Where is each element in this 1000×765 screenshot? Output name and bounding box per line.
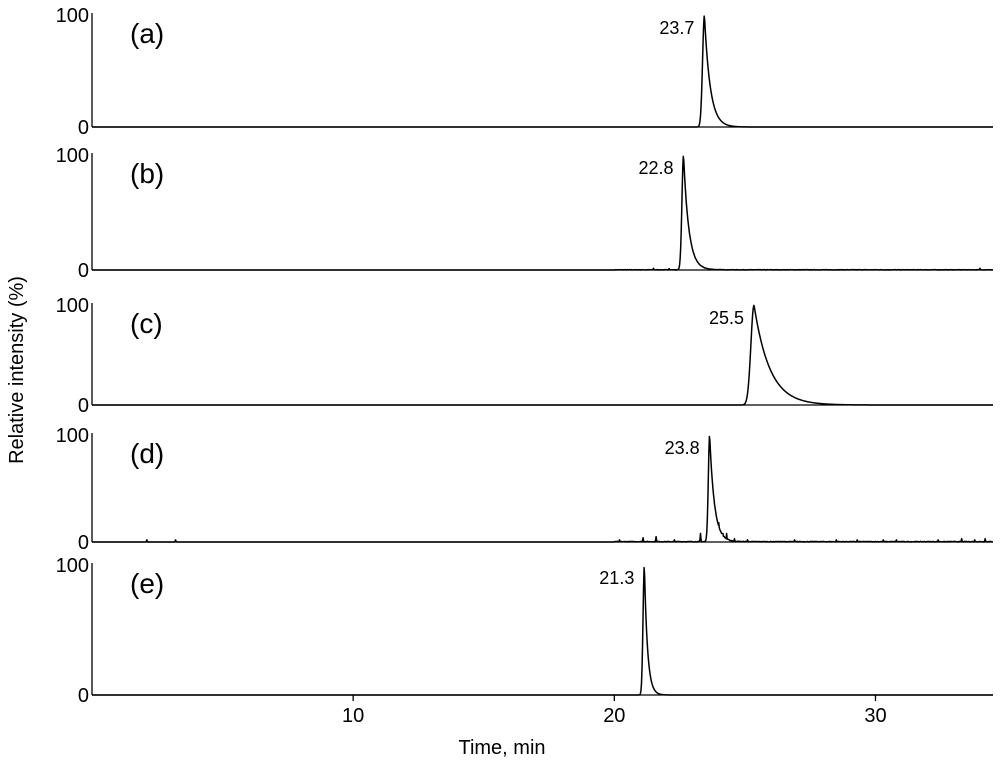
trace-line — [91, 566, 994, 696]
trace-line — [91, 435, 994, 543]
panel-label: (a) — [130, 18, 164, 49]
y-tick-label: 100 — [56, 425, 89, 447]
peak-label: 23.8 — [665, 438, 700, 458]
peak-label: 25.5 — [709, 308, 744, 328]
panel-b: 0 100 (b) 22.8 — [56, 145, 994, 282]
peak-label: 23.7 — [659, 18, 694, 38]
trace-line — [91, 155, 994, 271]
panel-label: (c) — [130, 308, 163, 339]
peak-label: 22.8 — [638, 158, 673, 178]
panel-label: (e) — [130, 568, 164, 599]
y-tick-label: 100 — [56, 5, 89, 27]
y-tick-label: 0 — [78, 532, 89, 554]
panel-a: 0 100 (a) 23.7 — [56, 5, 994, 139]
trace-line — [91, 15, 994, 128]
y-tick-label: 0 — [78, 260, 89, 282]
peak-label: 21.3 — [599, 568, 634, 588]
y-tick-label: 0 — [78, 685, 89, 707]
x-tick-label: 20 — [603, 705, 625, 727]
panel-e: 0 100 (e) 21.3 — [56, 555, 994, 707]
y-tick-label: 100 — [56, 555, 89, 577]
x-axis-label: Time, min — [458, 737, 545, 759]
panel-label: (b) — [130, 158, 164, 189]
x-axis: 10 20 30 — [342, 695, 887, 727]
y-tick-label: 0 — [78, 117, 89, 139]
x-tick-label: 30 — [864, 705, 886, 727]
y-tick-label: 100 — [56, 295, 89, 317]
panel-c: 0 100 (c) 25.5 — [56, 295, 994, 417]
y-tick-label: 0 — [78, 395, 89, 417]
x-tick-label: 10 — [342, 705, 364, 727]
y-axis-label: Relative intensity (%) — [6, 276, 28, 464]
panel-label: (d) — [130, 438, 164, 469]
trace-line — [91, 304, 994, 406]
y-tick-label: 100 — [56, 145, 89, 167]
panel-d: 0 100 (d) 23.8 — [56, 425, 994, 554]
